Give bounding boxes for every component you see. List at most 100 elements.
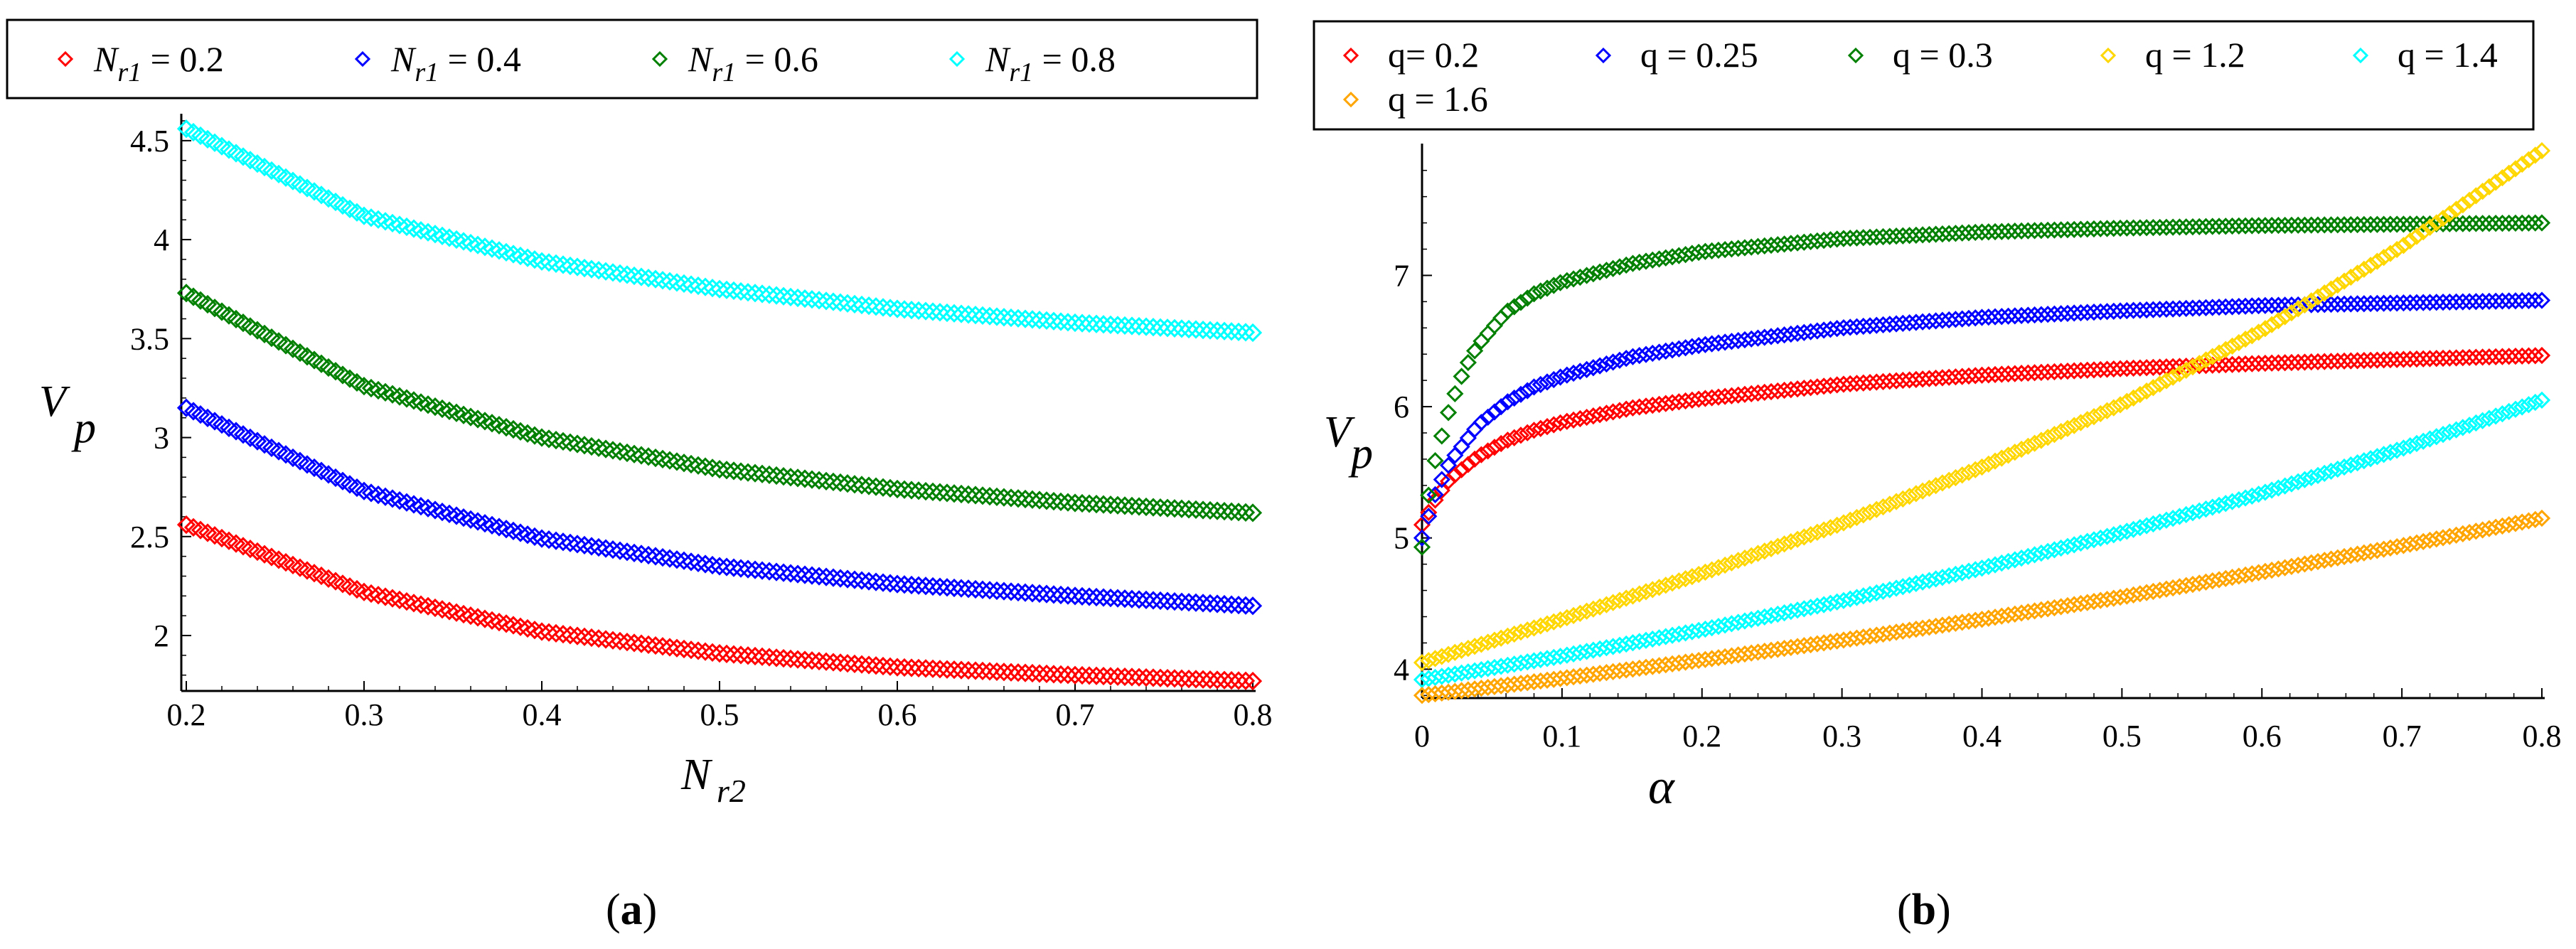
data-point: [1030, 311, 1049, 330]
data-point: [1894, 314, 1912, 332]
data-point: [1001, 308, 1021, 328]
data-point: [1564, 668, 1583, 686]
data-point: [2513, 291, 2531, 310]
data-point: [2381, 294, 2400, 312]
data-point: [1861, 627, 1879, 645]
data-point: [1874, 227, 1892, 246]
data-point: [1179, 500, 1199, 519]
data-point: [1842, 230, 1859, 247]
data-point: [1769, 327, 1787, 345]
data-point: [1136, 317, 1156, 336]
data-point: [2157, 372, 2176, 390]
data-point: [1723, 554, 1741, 572]
data-point: [1001, 488, 1021, 508]
data-point: [1037, 311, 1057, 331]
data-point: [1894, 578, 1912, 596]
data-point: [1571, 604, 1589, 622]
data-point: [1618, 256, 1635, 274]
legend-marker: [57, 50, 74, 68]
data-point: [2415, 350, 2432, 368]
data-point: [1637, 583, 1655, 601]
data-point: [1808, 597, 1827, 615]
data-point: [1703, 561, 1721, 579]
data-point: [1940, 225, 1958, 242]
data-point: [2137, 382, 2156, 400]
data-point: [966, 306, 985, 325]
data-point: [1532, 282, 1549, 300]
data-point: [631, 634, 651, 653]
data-point: [1947, 565, 1965, 584]
data-point: [1591, 665, 1609, 682]
data-point: [1115, 316, 1135, 336]
data-point: [1960, 463, 1978, 481]
data-point: [2039, 363, 2057, 381]
legend-b: q= 0.2 q = 0.25 q = 0.3 q = 1.2 q = 1.4 q = 1…: [1313, 20, 2535, 131]
data-point: [1207, 594, 1227, 613]
y-tick-label-b: 6: [1394, 390, 1409, 424]
data-point: [2375, 294, 2393, 312]
data-point: [1842, 375, 1859, 393]
data-point: [631, 545, 651, 564]
data-point: [1683, 653, 1701, 670]
y-tick-label-b: 7: [1394, 258, 1409, 293]
data-point: [482, 611, 502, 630]
data-point: [631, 267, 651, 286]
data-point: [1143, 498, 1163, 517]
data-point: [653, 547, 673, 567]
data-point: [2467, 215, 2485, 232]
data-point: [1604, 663, 1622, 680]
data-point: [1433, 684, 1450, 702]
data-point: [589, 438, 609, 457]
data-point: [1413, 687, 1431, 704]
legend-b-frame: [1313, 20, 2535, 131]
data-point: [1854, 587, 1872, 605]
data-point: [1571, 667, 1589, 685]
data-point: [553, 625, 573, 644]
data-point: [1644, 658, 1662, 675]
data-point: [1953, 368, 1971, 385]
data-point: [1207, 321, 1227, 341]
data-point: [987, 487, 1007, 506]
data-point: [1473, 446, 1490, 463]
legend-label: Nr1 = 0.8: [985, 39, 1116, 87]
data-point: [1094, 315, 1113, 334]
data-point: [1920, 370, 1938, 387]
data-point: [994, 581, 1014, 601]
data-point: [2460, 293, 2479, 311]
data-point: [1564, 606, 1583, 625]
data-point: [674, 454, 694, 473]
data-point: [1868, 373, 1886, 391]
data-point: [1558, 608, 1576, 627]
data-point: [2217, 495, 2235, 513]
data-point: [1179, 669, 1199, 689]
data-point: [2520, 214, 2538, 232]
data-point: [1815, 634, 1833, 652]
data-point: [2526, 214, 2544, 232]
data-point: [2415, 294, 2432, 311]
data-point: [2085, 361, 2103, 379]
x-tick-label-b: 0.5: [2102, 719, 2142, 754]
data-point: [2236, 217, 2255, 235]
data-point: [1788, 324, 1807, 343]
data-point: [1979, 609, 1997, 627]
data-point: [766, 562, 786, 581]
data-point: [717, 557, 737, 577]
data-point: [1920, 312, 1938, 331]
data-point: [1887, 623, 1906, 641]
data-point: [1492, 629, 1510, 647]
data-point: [589, 537, 609, 557]
data-point: [2085, 304, 2103, 321]
data-point: [1150, 591, 1170, 611]
data-point: [1775, 381, 1793, 400]
data-point: [1979, 223, 1997, 241]
data-point: [1214, 670, 1234, 690]
data-point: [1129, 316, 1149, 336]
data-point: [1172, 319, 1192, 338]
data-point: [1473, 414, 1490, 431]
data-point: [1243, 323, 1263, 343]
data-point: [1492, 397, 1510, 416]
data-point: [852, 655, 872, 674]
data-point: [1822, 633, 1839, 651]
data-point: [2256, 296, 2275, 314]
data-point: [2032, 601, 2051, 619]
